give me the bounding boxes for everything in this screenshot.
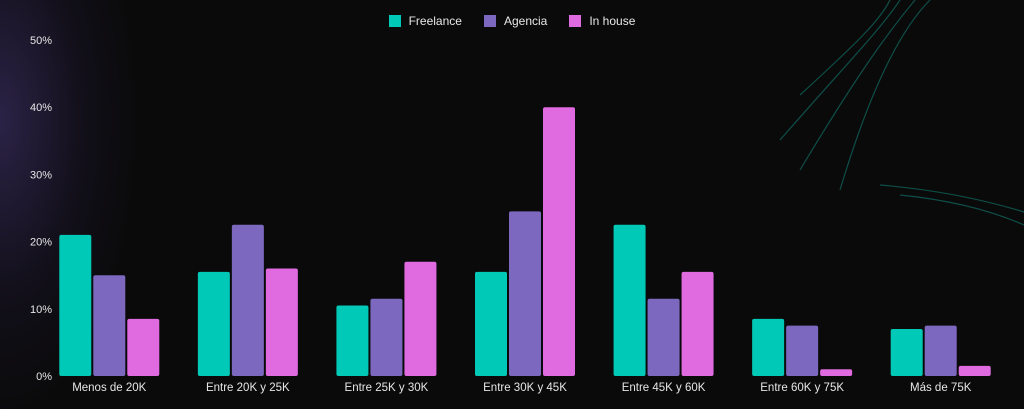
legend-label-agencia: Agencia (503, 14, 548, 28)
legend-swatch-freelance (388, 15, 401, 27)
bar-agencia-5 (786, 325, 819, 376)
bar-agencia-4 (647, 298, 680, 376)
bar-in-house-1 (265, 268, 298, 376)
x-tick-label: Menos de 20K (72, 382, 146, 394)
bar-agencia-1 (231, 224, 264, 376)
bar-freelance-3 (475, 271, 507, 376)
x-tick-label: Entre 60K y 75K (760, 382, 844, 394)
bar-freelance-4 (613, 224, 646, 376)
y-tick-label: 0% (36, 371, 52, 383)
y-tick-label: 30% (30, 169, 52, 181)
decorative-curves (779, 0, 1024, 226)
bar-in-house-2 (404, 261, 437, 376)
y-tick-label: 40% (30, 102, 52, 114)
bar-freelance-2 (336, 305, 369, 376)
bar-freelance-1 (197, 271, 230, 376)
bar-agencia-6 (924, 325, 957, 376)
y-tick-label: 20% (30, 237, 52, 249)
bar-in-house-6 (958, 365, 991, 376)
legend-label-in-house: In house (589, 14, 636, 28)
x-tick-label: Entre 20K y 25K (206, 382, 290, 394)
x-tick-label: Entre 25K y 30K (345, 382, 429, 394)
x-axis: Menos de 20K Entre 20K y 25K Entre 25K y 3… (72, 382, 972, 394)
legend-item-freelance: Freelance (388, 14, 462, 28)
bar-freelance-5 (752, 318, 785, 376)
legend-item-in-house: In house (569, 14, 635, 28)
legend-item-agencia: Agencia (483, 14, 548, 28)
y-tick-label: 10% (30, 304, 52, 316)
legend-swatch-agencia (483, 15, 496, 27)
bar-in-house-0 (127, 318, 160, 376)
x-tick-label: Entre 45K y 60K (622, 382, 706, 394)
x-tick-label: Más de 75K (910, 382, 972, 394)
legend-label-freelance: Freelance (408, 14, 462, 28)
bar-agencia-3 (509, 211, 541, 376)
y-axis: 0% 10% 20% 30% 40% 50% (30, 35, 52, 383)
bar-agencia-0 (93, 275, 126, 376)
y-tick-label: 50% (30, 35, 52, 47)
x-tick-label: Entre 30K y 45K (483, 382, 567, 394)
legend-swatch-in-house (569, 15, 582, 27)
legend: Freelance Agencia In house (0, 14, 1024, 28)
bar-in-house-4 (681, 271, 714, 376)
bars (59, 107, 991, 376)
bar-freelance-6 (890, 328, 923, 376)
bar-in-house-3 (543, 107, 575, 376)
bar-agencia-2 (370, 298, 403, 376)
bar-freelance-0 (59, 234, 92, 376)
bar-in-house-5 (820, 369, 853, 376)
